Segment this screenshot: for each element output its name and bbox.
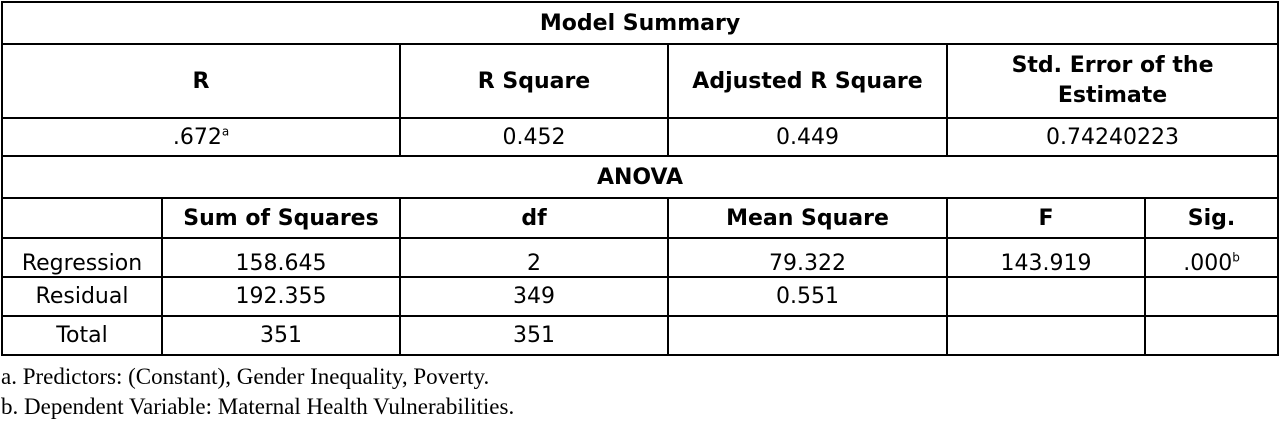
row-label: Residual — [1, 276, 163, 317]
footnote-b: b. Dependent Variable: Maternal Health V… — [1, 394, 515, 419]
row-label: Total — [1, 315, 163, 356]
value-r: .672 — [172, 124, 222, 150]
value-sig: .000 — [1183, 251, 1233, 276]
anova-header-df: df — [399, 197, 669, 239]
cell-sig: .000b — [1143, 237, 1280, 278]
cell-mean-square: 0.551 — [667, 276, 948, 317]
anova-title: ANOVA — [0, 155, 1280, 199]
table-row: Residual 192.355 349 0.551 — [1, 276, 1280, 317]
value-sig-footnote: b — [1232, 250, 1240, 265]
cell-mean-square — [667, 315, 948, 356]
cell-sig — [1143, 276, 1280, 317]
cell-df: 349 — [399, 276, 669, 317]
value-std-error: 0.74240223 — [945, 117, 1280, 157]
cell-mean-square: 79.322 — [667, 237, 948, 278]
header-r-square: R Square — [399, 43, 669, 119]
anova-header-blank — [1, 197, 163, 239]
row-label: Regression — [1, 237, 163, 278]
cell-f — [946, 315, 1146, 356]
table-row: Total 351 351 — [1, 315, 1280, 356]
anova-header-sum-of-squares: Sum of Squares — [161, 197, 401, 239]
results-table: Model Summary R R Square Adjusted R Squa… — [0, 1, 1280, 356]
table-row: Regression 158.645 2 79.322 143.919 .000… — [1, 237, 1280, 278]
cell-df: 2 — [399, 237, 669, 278]
anova-header-f: F — [946, 197, 1146, 239]
value-r-footnote: a — [221, 124, 230, 139]
header-adjusted-r-square: Adjusted R Square — [667, 43, 948, 119]
cell-f: 143.919 — [946, 237, 1146, 278]
statistics-tables: Model Summary R R Square Adjusted R Squa… — [0, 1, 1280, 422]
cell-sum-of-squares: 192.355 — [161, 276, 401, 317]
anova-header-mean-square: Mean Square — [667, 197, 948, 239]
table-footnotes: a. Predictors: (Constant), Gender Inequa… — [1, 362, 1277, 422]
header-r: R — [1, 43, 401, 119]
model-summary-title: Model Summary — [0, 1, 1280, 45]
cell-sig — [1143, 315, 1280, 356]
anova-header-sig: Sig. — [1143, 197, 1280, 239]
cell-f — [946, 276, 1146, 317]
cell-sum-of-squares: 351 — [161, 315, 401, 356]
footnote-a: a. Predictors: (Constant), Gender Inequa… — [1, 364, 490, 389]
value-r-cell: .672a — [1, 117, 401, 157]
value-adjusted-r-square: 0.449 — [667, 117, 948, 157]
value-r-square: 0.452 — [399, 117, 669, 157]
cell-df: 351 — [399, 315, 669, 356]
cell-sum-of-squares: 158.645 — [161, 237, 401, 278]
header-std-error: Std. Error of the Estimate — [945, 43, 1280, 119]
